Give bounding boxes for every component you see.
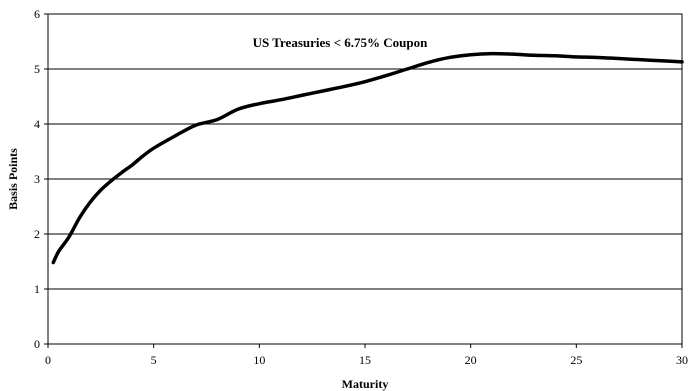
x-tick-label: 25 — [570, 353, 582, 367]
y-tick-label: 2 — [34, 227, 40, 241]
x-tick-label: 0 — [45, 353, 51, 367]
gridlines — [48, 68, 682, 290]
x-tick-label: 10 — [253, 353, 265, 367]
y-tick-label: 4 — [34, 117, 40, 131]
x-tick-label: 15 — [359, 353, 371, 367]
y-tick-label: 1 — [34, 282, 40, 296]
x-tick-label: 20 — [465, 353, 477, 367]
y-axis-title: Basis Points — [6, 148, 20, 210]
y-tick-label: 3 — [34, 172, 40, 186]
x-tick-labels: 0 5 10 15 20 25 30 — [45, 353, 688, 367]
x-axis-title: Maturity — [342, 377, 389, 391]
axes — [44, 13, 683, 348]
x-tick-label: 30 — [676, 353, 688, 367]
y-tick-label: 5 — [34, 62, 40, 76]
y-tick-label: 0 — [34, 337, 40, 351]
series-line — [51, 51, 684, 265]
chart-annotation: US Treasuries < 6.75% Coupon — [253, 35, 428, 50]
y-tick-labels: 0 1 2 3 4 5 6 — [34, 7, 40, 351]
y-tick-label: 6 — [34, 7, 40, 21]
x-tick-label: 5 — [151, 353, 157, 367]
